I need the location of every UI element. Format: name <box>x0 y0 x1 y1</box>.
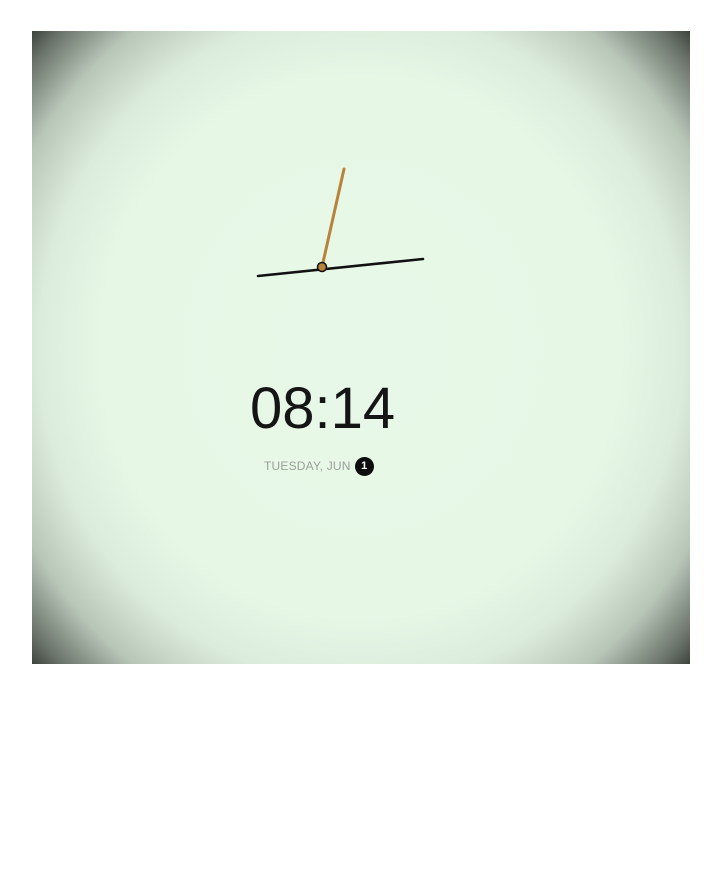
day-badge: 1 <box>354 456 374 476</box>
date-row: TUESDAY, JUN 1 <box>264 456 374 476</box>
clock-screen: 08:14 TUESDAY, JUN 1 <box>32 31 690 664</box>
analog-clock <box>256 167 425 278</box>
hour-hand <box>256 257 425 278</box>
digital-time: 08:14 <box>250 376 396 441</box>
minute-hand <box>320 167 346 269</box>
date-label: TUESDAY, JUN <box>264 459 351 473</box>
clock-hub <box>316 261 328 273</box>
